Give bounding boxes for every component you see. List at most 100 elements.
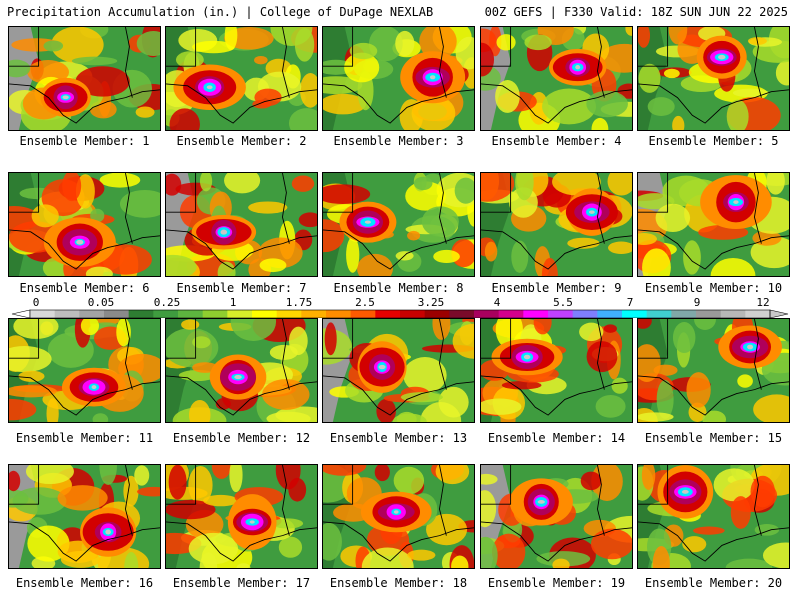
legend-swatch <box>252 310 278 318</box>
ensemble-panel-14 <box>480 318 633 423</box>
run-valid-time: 00Z GEFS | F330 Valid: 18Z SUN JUN 22 20… <box>484 5 788 19</box>
ensemble-panel-3 <box>322 26 475 131</box>
precip-map-6 <box>9 173 160 276</box>
legend-swatch <box>375 310 401 318</box>
legend-swatch <box>572 310 598 318</box>
legend-swatch <box>202 310 228 318</box>
ensemble-panel-15 <box>637 318 790 423</box>
ensemble-member-label: Ensemble Member: 12 <box>172 431 311 445</box>
precip-map-9 <box>481 173 632 276</box>
legend-swatch <box>301 310 327 318</box>
legend-swatch <box>548 310 574 318</box>
precip-map-15 <box>638 319 789 422</box>
ensemble-panel-17 <box>165 464 318 569</box>
ensemble-member-label: Ensemble Member: 14 <box>487 431 626 445</box>
legend-tick-label: 3.25 <box>417 296 445 309</box>
ensemble-panel-5 <box>637 26 790 131</box>
precip-map-13 <box>323 319 474 422</box>
ensemble-panel-18 <box>322 464 475 569</box>
legend-swatch <box>350 310 376 318</box>
ensemble-member-label: Ensemble Member: 17 <box>172 576 311 590</box>
legend-swatch <box>720 310 746 318</box>
ensemble-member-label: Ensemble Member: 4 <box>491 134 622 148</box>
ensemble-member-label: Ensemble Member: 8 <box>333 281 464 295</box>
ensemble-panel-6 <box>8 172 161 277</box>
legend-tick-label: 5.5 <box>553 296 573 309</box>
ensemble-panel-7 <box>165 172 318 277</box>
legend-swatch <box>104 310 130 318</box>
legend-swatch <box>400 310 426 318</box>
legend-tick-label: 1.75 <box>285 296 313 309</box>
precip-map-7 <box>166 173 317 276</box>
ensemble-panel-4 <box>480 26 633 131</box>
precip-map-1 <box>9 27 160 130</box>
ensemble-panel-11 <box>8 318 161 423</box>
legend-tick-label: 2.5 <box>355 296 375 309</box>
ensemble-member-label: Ensemble Member: 1 <box>19 134 150 148</box>
precip-map-10 <box>638 173 789 276</box>
precip-map-12 <box>166 319 317 422</box>
ensemble-member-label: Ensemble Member: 13 <box>329 431 468 445</box>
legend-swatch <box>178 310 204 318</box>
ensemble-member-label: Ensemble Member: 5 <box>648 134 779 148</box>
ensemble-member-label: Ensemble Member: 18 <box>329 576 468 590</box>
ensemble-panel-16 <box>8 464 161 569</box>
legend-tick-label: 1 <box>229 296 237 309</box>
precip-map-8 <box>323 173 474 276</box>
legend-swatch <box>523 310 549 318</box>
legend-tick-label: 0 <box>32 296 40 309</box>
ensemble-member-label: Ensemble Member: 3 <box>333 134 464 148</box>
legend-swatch <box>671 310 697 318</box>
precip-map-19 <box>481 465 632 568</box>
ensemble-member-label: Ensemble Member: 9 <box>491 281 622 295</box>
legend-swatch <box>622 310 648 318</box>
ensemble-panel-13 <box>322 318 475 423</box>
ensemble-panel-10 <box>637 172 790 277</box>
legend-swatch <box>326 310 352 318</box>
legend-swatch <box>227 310 253 318</box>
precip-map-18 <box>323 465 474 568</box>
ensemble-member-label: Ensemble Member: 10 <box>644 281 783 295</box>
legend-swatch <box>745 310 771 318</box>
precip-map-20 <box>638 465 789 568</box>
precip-map-2 <box>166 27 317 130</box>
legend-swatch <box>498 310 524 318</box>
ensemble-member-label: Ensemble Member: 6 <box>19 281 150 295</box>
ensemble-panel-1 <box>8 26 161 131</box>
precip-map-3 <box>323 27 474 130</box>
legend-swatch <box>449 310 475 318</box>
ensemble-member-label: Ensemble Member: 16 <box>15 576 154 590</box>
ensemble-panel-9 <box>480 172 633 277</box>
chart-title: Precipitation Accumulation (in.) | Colle… <box>7 5 434 19</box>
legend-tick-label: 0.05 <box>87 296 115 309</box>
legend-colorbar <box>11 309 789 319</box>
ensemble-panel-19 <box>480 464 633 569</box>
ensemble-member-label: Ensemble Member: 7 <box>176 281 307 295</box>
legend-swatch <box>597 310 623 318</box>
ensemble-panel-2 <box>165 26 318 131</box>
precip-map-16 <box>9 465 160 568</box>
ensemble-member-label: Ensemble Member: 11 <box>15 431 154 445</box>
legend-tick-label: 0.25 <box>153 296 181 309</box>
ensemble-panel-20 <box>637 464 790 569</box>
legend-max-arrow <box>769 309 789 319</box>
legend-min-arrow <box>11 309 31 319</box>
color-legend: 0 0.05 0.25 1 1.75 2.5 3.25 4 5.5 7 9 12 <box>0 296 800 319</box>
precip-map-14 <box>481 319 632 422</box>
legend-swatch <box>128 310 154 318</box>
legend-tick-label: 9 <box>693 296 701 309</box>
legend-tick-label: 7 <box>626 296 634 309</box>
legend-swatch <box>30 310 56 318</box>
legend-swatch <box>153 310 179 318</box>
precip-map-11 <box>9 319 160 422</box>
legend-swatch <box>424 310 450 318</box>
legend-swatch <box>474 310 500 318</box>
precip-map-5 <box>638 27 789 130</box>
ensemble-member-label: Ensemble Member: 2 <box>176 134 307 148</box>
legend-tick-label: 4 <box>493 296 501 309</box>
ensemble-panel-12 <box>165 318 318 423</box>
ensemble-member-label: Ensemble Member: 15 <box>644 431 783 445</box>
legend-swatch <box>276 310 302 318</box>
ensemble-member-label: Ensemble Member: 19 <box>487 576 626 590</box>
legend-swatch <box>696 310 722 318</box>
